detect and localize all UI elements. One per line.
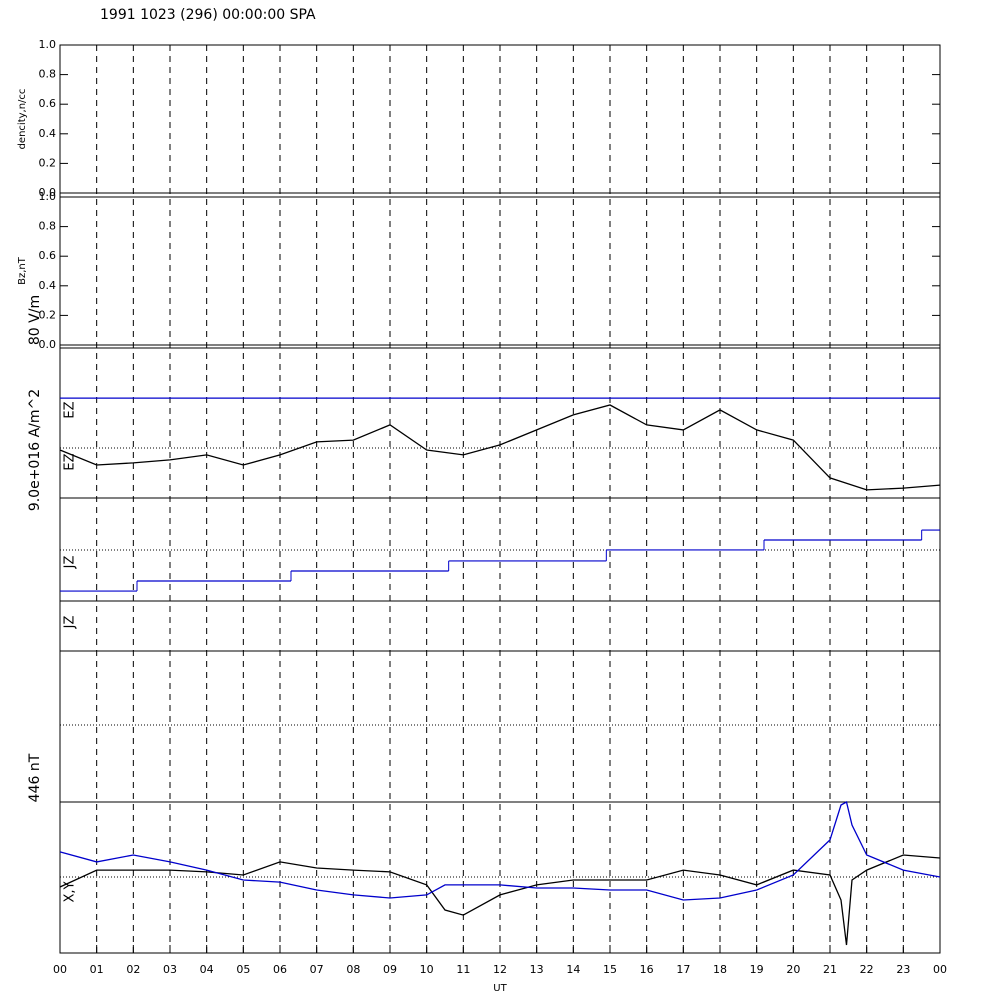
x-tick-label: 14 <box>566 963 580 976</box>
scale-label: 446 nT <box>27 753 43 802</box>
x-tick-label: 13 <box>530 963 544 976</box>
x-tick-label: 04 <box>200 963 214 976</box>
x-tick-label: 11 <box>456 963 470 976</box>
y-tick-label: 0.8 <box>39 68 57 81</box>
x-tick-label: 16 <box>640 963 654 976</box>
x-tick-label: 00 <box>933 963 947 976</box>
y-tick-label: 0.8 <box>39 220 57 233</box>
data-line <box>59 801 941 901</box>
y-tick-label: 0.2 <box>39 308 57 321</box>
y-tick-label: 0.4 <box>39 279 57 292</box>
series-label: EZ <box>63 401 78 418</box>
x-tick-label: 01 <box>90 963 104 976</box>
series-label: JZ <box>63 556 78 570</box>
y-axis-label: JZ <box>63 616 78 630</box>
data-line <box>59 404 941 491</box>
x-tick-label: 19 <box>750 963 764 976</box>
x-tick-label: 03 <box>163 963 177 976</box>
y-tick-label: 1.0 <box>39 38 57 51</box>
y-tick-label: 1.0 <box>39 190 57 203</box>
chart-title: 1991 1023 (296) 00:00:00 SPA <box>100 7 316 23</box>
x-tick-label: 05 <box>236 963 250 976</box>
y-tick-label: 0.0 <box>39 338 57 351</box>
x-tick-label: 20 <box>786 963 800 976</box>
x-tick-label: 12 <box>493 963 507 976</box>
x-tick-label: 07 <box>310 963 324 976</box>
y-tick-label: 0.0 <box>39 186 57 199</box>
data-line <box>59 854 941 946</box>
y-tick-label: 0.6 <box>39 97 57 110</box>
x-tick-label: 02 <box>126 963 140 976</box>
x-tick-label: 18 <box>713 963 727 976</box>
y-tick-label: 0.6 <box>39 249 57 262</box>
y-axis-label: dencity,n/cc <box>17 89 28 150</box>
x-tick-label: 09 <box>383 963 397 976</box>
x-tick-label: 21 <box>823 963 837 976</box>
x-tick-label: 22 <box>860 963 874 976</box>
x-tick-label: 23 <box>896 963 910 976</box>
y-axis-label: X,Y <box>63 881 78 902</box>
x-tick-label: 10 <box>420 963 434 976</box>
x-tick-label: 06 <box>273 963 287 976</box>
x-tick-label: 17 <box>676 963 690 976</box>
scale-label: 9.0e+016 A/m^2 <box>27 389 43 511</box>
x-axis-label: UT <box>493 983 507 994</box>
series-label: EZ <box>63 453 78 470</box>
x-tick-label: 00 <box>53 963 67 976</box>
x-tick-label: 08 <box>346 963 360 976</box>
x-tick-label: 15 <box>603 963 617 976</box>
y-tick-label: 0.4 <box>39 127 57 140</box>
y-tick-label: 0.2 <box>39 156 57 169</box>
y-axis-label: Bz,nT <box>17 256 28 285</box>
scale-label: 80 V/m <box>27 295 43 345</box>
